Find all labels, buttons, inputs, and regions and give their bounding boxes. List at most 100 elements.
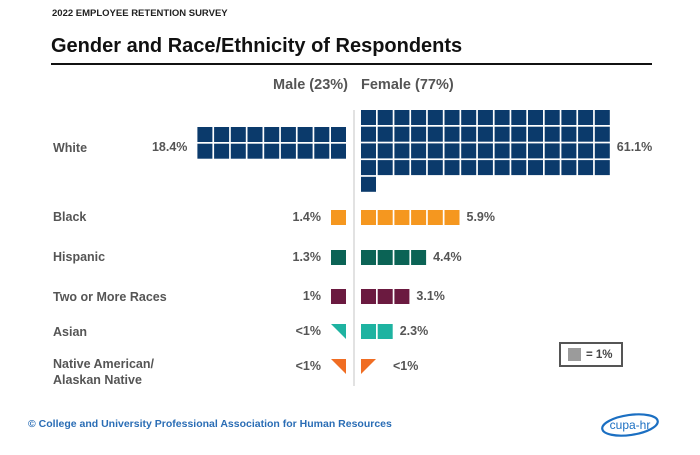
female-square-white: [477, 160, 493, 176]
category-label-black: Black: [53, 209, 86, 225]
male-value-native-american-alaskan-native: <1%: [295, 359, 321, 373]
female-square-white: [578, 110, 594, 125]
female-square-white: [578, 160, 594, 176]
female-square-white: [594, 110, 610, 125]
female-square-white: [544, 143, 560, 159]
female-square-two-or-more-races: [394, 289, 410, 304]
female-square-white: [394, 143, 410, 159]
female-value-black: 5.9%: [466, 210, 496, 224]
female-square-white: [394, 160, 410, 176]
male-square-white: [214, 143, 230, 159]
male-square-white: [197, 143, 213, 159]
female-header: Female (77%): [361, 77, 454, 93]
female-square-white: [411, 110, 427, 125]
female-square-white: [561, 143, 577, 159]
male-value-asian: <1%: [295, 324, 321, 338]
male-value-hispanic: 1.3%: [292, 250, 322, 264]
female-square-white: [511, 110, 527, 125]
category-label-asian: Asian: [53, 324, 87, 340]
female-value-native-american-alaskan-native: <1%: [393, 359, 419, 373]
logo-text: cupa-hr: [610, 418, 651, 432]
female-square-white: [444, 160, 460, 176]
female-square-white: [361, 160, 376, 176]
female-square-white: [477, 143, 493, 159]
female-square-white: [528, 143, 543, 159]
female-square-white: [528, 160, 543, 176]
female-square-white: [377, 126, 393, 142]
category-label-line: Hispanic: [53, 250, 106, 264]
female-square-hispanic: [411, 250, 427, 265]
female-square-hispanic: [361, 250, 376, 265]
female-square-black: [394, 210, 410, 225]
category-label-line: Black: [53, 210, 87, 224]
male-square-white: [230, 127, 246, 142]
female-square-white: [494, 143, 510, 159]
title-rule: [51, 63, 652, 65]
male-partial-asian: [331, 324, 346, 339]
category-label-white: White: [53, 140, 87, 156]
male-value-white: 18.4%: [151, 140, 188, 154]
female-square-white: [444, 143, 460, 159]
category-label-line: Asian: [53, 325, 88, 339]
female-square-white: [361, 143, 376, 159]
female-square-white: [361, 110, 376, 125]
male-square-white: [314, 143, 330, 159]
female-square-white: [544, 160, 560, 176]
male-square-white: [331, 127, 346, 142]
female-value-asian: 2.3%: [399, 324, 429, 338]
female-square-white: [444, 110, 460, 125]
male-square-white: [314, 127, 330, 142]
female-square-white: [494, 110, 510, 125]
female-square-white: [528, 110, 543, 125]
female-square-white: [528, 126, 543, 142]
female-value-white: 61.1%: [616, 140, 653, 154]
female-square-white: [411, 143, 427, 159]
female-square-white: [477, 110, 493, 125]
male-square-black: [331, 210, 346, 225]
female-square-white: [511, 143, 527, 159]
female-square-white: [494, 126, 510, 142]
female-square-white: [561, 126, 577, 142]
female-square-white: [377, 110, 393, 125]
male-square-white: [280, 143, 296, 159]
copyright-footer: © College and University Professional As…: [28, 418, 392, 430]
page-title: Gender and Race/Ethnicity of Respondents: [51, 35, 463, 57]
category-label-line: Alaskan Native: [53, 373, 142, 387]
category-label-line: White: [53, 141, 88, 155]
category-label-two-or-more-races: Two or More Races: [53, 289, 167, 305]
female-square-white: [578, 143, 594, 159]
male-square-white: [280, 127, 296, 142]
female-partial-native-american-alaskan-native: [361, 359, 376, 374]
male-square-white: [230, 143, 246, 159]
category-label-hispanic: Hispanic: [53, 249, 105, 265]
male-square-two-or-more-races: [331, 289, 346, 304]
female-square-black: [444, 210, 460, 225]
female-square-two-or-more-races: [377, 289, 393, 304]
legend-label: = 1%: [586, 348, 613, 361]
male-square-white: [214, 127, 230, 142]
female-square-hispanic: [377, 250, 393, 265]
female-square-white: [377, 143, 393, 159]
female-square-white: [594, 126, 610, 142]
male-square-white: [264, 127, 280, 142]
female-square-white: [427, 160, 443, 176]
female-square-white: [594, 143, 610, 159]
female-square-white: [544, 126, 560, 142]
female-value-two-or-more-races: 3.1%: [416, 289, 445, 303]
female-square-white: [461, 160, 477, 176]
male-partial-native-american-alaskan-native: [331, 359, 346, 374]
male-square-hispanic: [331, 250, 346, 265]
female-square-white: [361, 126, 376, 142]
female-square-white: [544, 110, 560, 125]
male-square-white: [297, 127, 313, 142]
female-value-hispanic: 4.4%: [433, 250, 462, 264]
female-square-two-or-more-races: [361, 289, 376, 304]
female-square-white: [361, 176, 376, 192]
male-value-black: 1.4%: [292, 210, 322, 224]
female-square-white: [511, 160, 527, 176]
female-square-black: [361, 210, 376, 225]
female-square-white: [561, 160, 577, 176]
category-label-line: Native American/: [53, 357, 154, 371]
female-square-white: [377, 160, 393, 176]
